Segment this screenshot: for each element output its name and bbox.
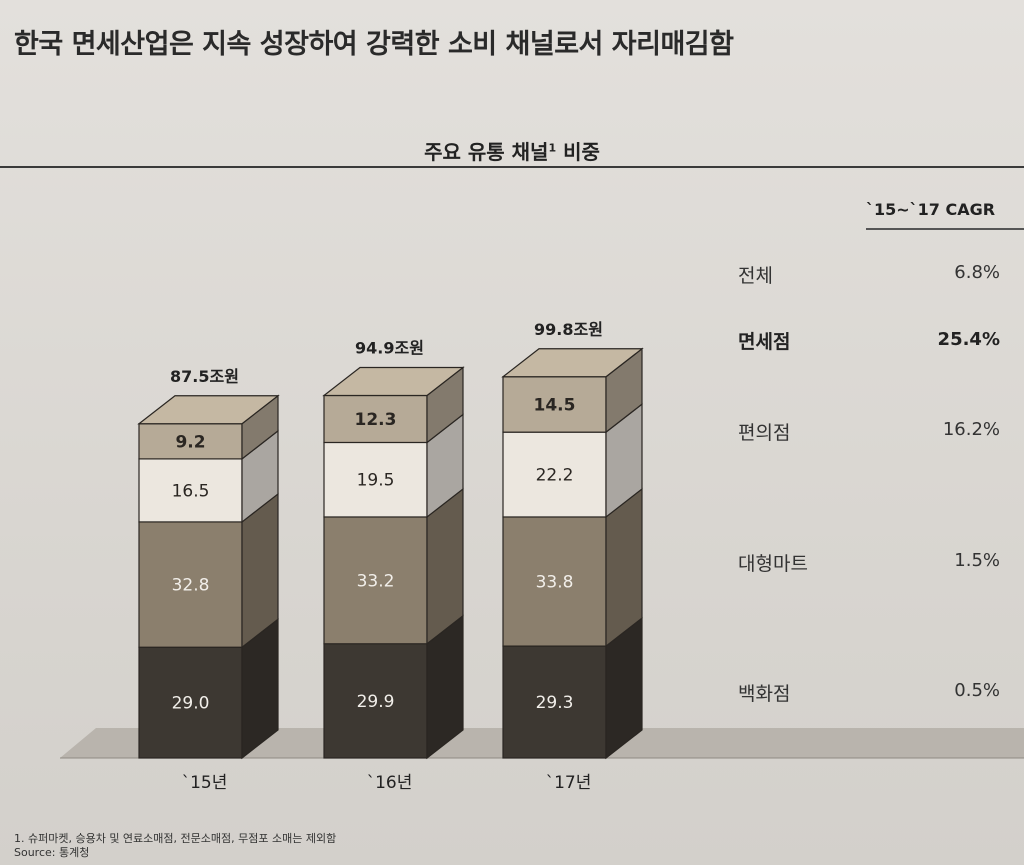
bar-value-label-1-0: 29.9 [357,692,395,712]
cagr-value-total: 6.8% [954,262,1000,283]
cagr-value-duty-free: 25.4% [937,329,1000,350]
bar-segment-1-0 [323,643,428,759]
bar-top-0 [137,395,280,425]
bar-value-label-2-1: 33.8 [536,573,574,593]
bar-value-label-0-1: 32.8 [172,576,210,596]
bar-value-label-0-3: 9.2 [175,432,205,452]
cagr-label-convenience: 편의점 [738,422,791,444]
bar-segment-0-3 [138,423,243,460]
bar-total-label-0: 87.5조원 [170,367,239,386]
bar-value-label-0-0: 29.0 [172,694,210,714]
cagr-label-duty-free: 면세점 [738,331,791,353]
cagr-header-divider [866,228,1024,230]
bar-value-label-0-2: 16.5 [172,481,210,501]
footnote-block: 1. 슈퍼마켓, 승용차 및 연료소매점, 전문소매점, 무점포 소매는 제외함… [14,832,336,860]
cagr-label-total: 전체 [738,265,773,287]
bar-value-label-2-0: 29.3 [536,693,574,713]
bar-segment-2-2 [502,431,607,518]
bar-value-label-1-3: 12.3 [355,410,397,430]
cagr-label-hypermarket: 대형마트 [738,553,808,575]
bar-total-label-1: 94.9조원 [355,338,424,357]
category-label-0: `15년 [182,773,228,793]
bar-segment-0-2 [138,458,243,523]
cagr-value-department: 0.5% [954,680,1000,701]
bar-top-1 [322,366,465,397]
bar-segment-1-2 [323,441,428,518]
bar-value-label-1-1: 33.2 [357,571,395,591]
cagr-header: `15~`17 CAGR [866,200,996,219]
cagr-label-department: 백화점 [738,683,791,705]
page-headline: 한국 면세산업은 지속 성장하여 강력한 소비 채널로서 자리매김함 [14,29,734,60]
cagr-value-hypermarket: 1.5% [954,550,1000,571]
chart-title-footnote-mark: 1 [548,141,557,155]
category-label-1: `16년 [367,773,413,793]
title-divider [0,166,1024,168]
source-text: Source: 통계청 [14,846,90,859]
bar-segment-2-1 [502,516,607,647]
footnote-text: 1. 슈퍼마켓, 승용차 및 연료소매점, 전문소매점, 무점포 소매는 제외함 [14,832,337,845]
chart-title-text: 주요 유통 채널 [424,140,549,164]
cagr-value-convenience: 16.2% [942,419,1000,440]
bar-segment-2-0 [502,645,607,759]
bar-segment-2-3 [502,376,607,433]
bar-top-2 [501,348,644,378]
category-label-2: `17년 [546,773,592,793]
bar-value-label-2-3: 14.5 [534,395,576,415]
chart-title: 주요 유통 채널1 비중 [0,136,1024,165]
chart-title-tail: 비중 [556,140,600,164]
bar-value-label-2-2: 22.2 [536,466,574,486]
bar-value-label-1-2: 19.5 [357,471,395,491]
bar-total-label-2: 99.8조원 [534,320,603,339]
